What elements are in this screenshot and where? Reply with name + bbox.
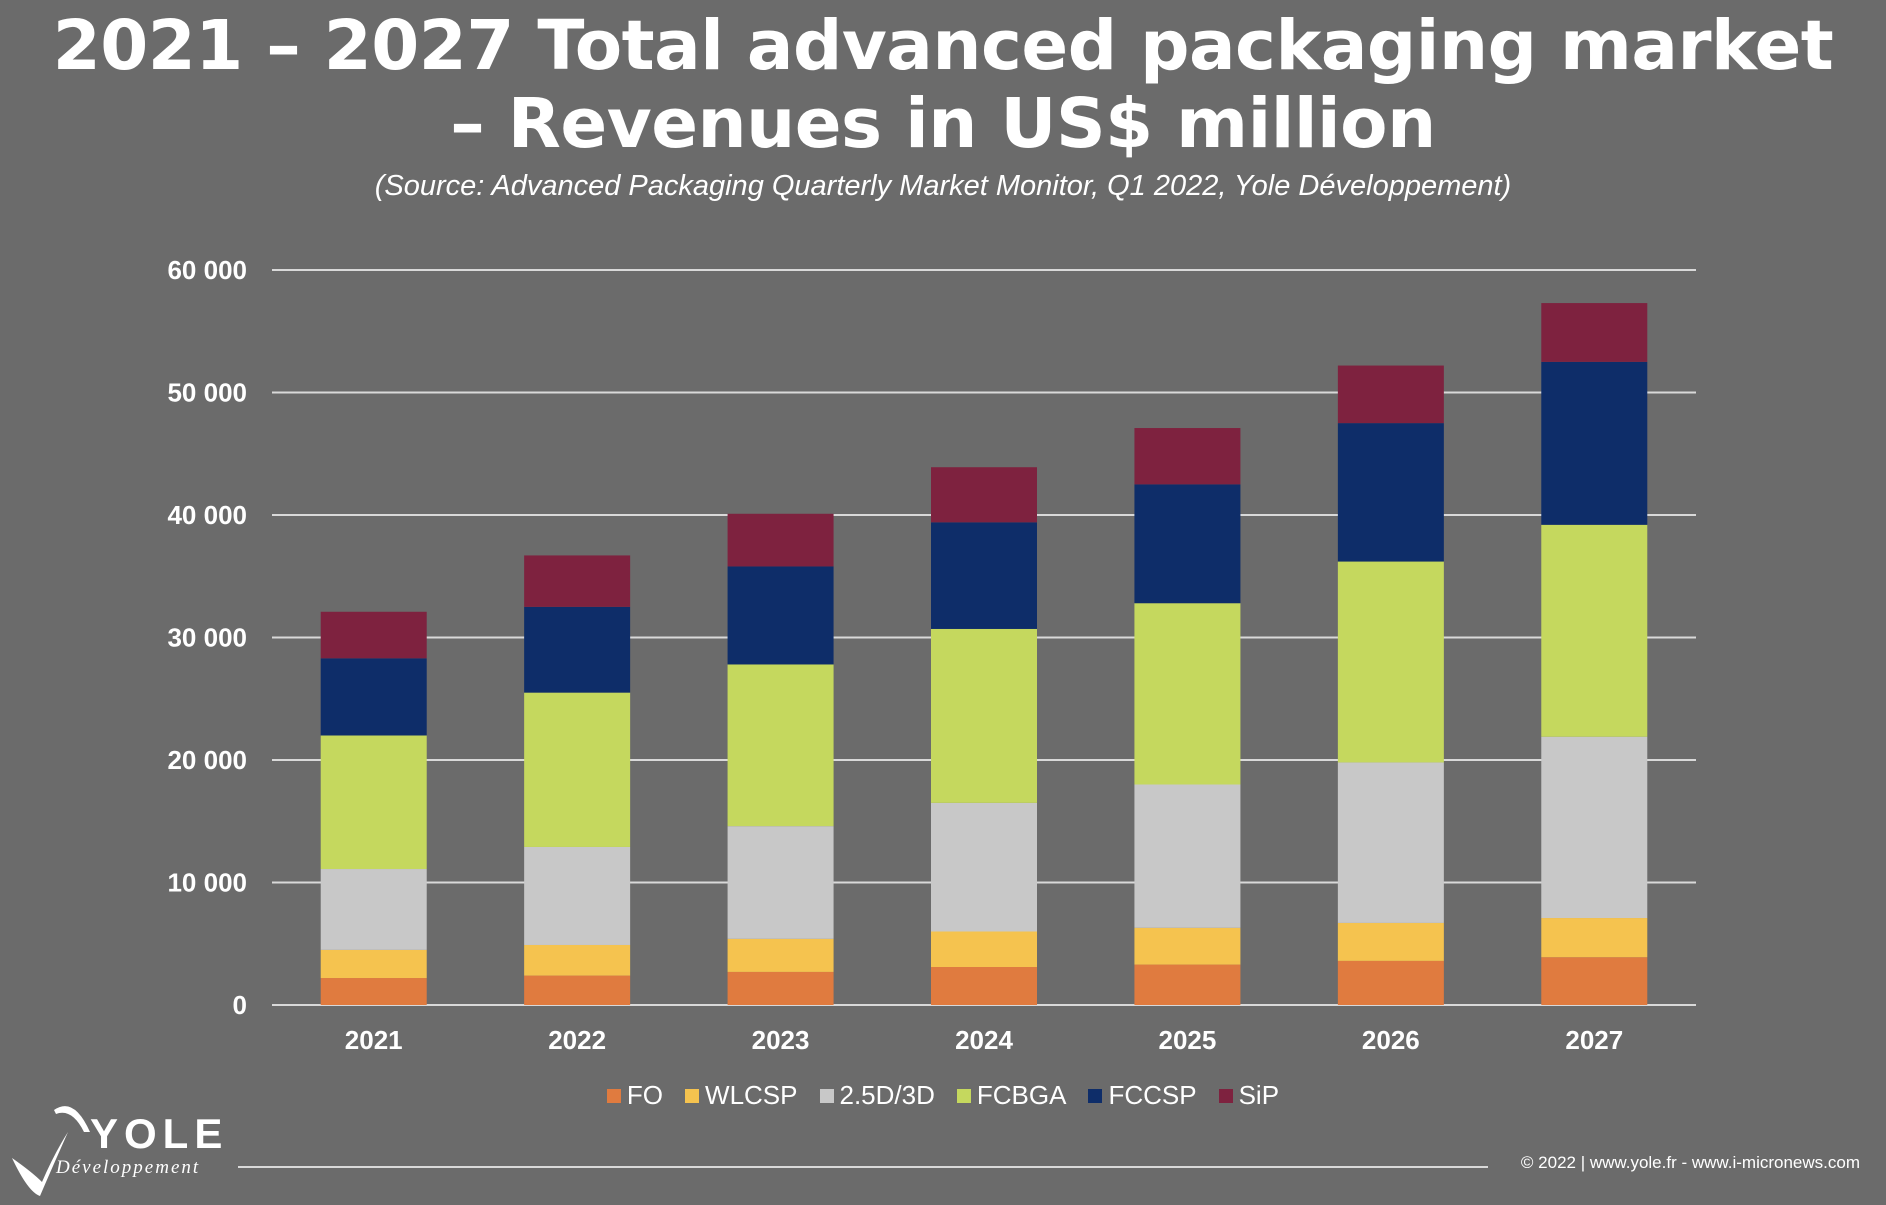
y-tick-label: 20 000: [167, 745, 247, 775]
chart-subtitle: (Source: Advanced Packaging Quarterly Ma…: [374, 170, 1512, 202]
bar-segment: [727, 513, 834, 567]
legend-label: SiP: [1238, 1080, 1280, 1110]
bar-segment: [1134, 927, 1241, 965]
bar-segment: [524, 846, 631, 945]
bar-segment: [727, 826, 834, 939]
chart-title-line-1: 2021 – 2027 Total advanced packaging mar…: [52, 6, 1834, 86]
y-axis-ticks: 0 10 000 20 000 30 000 40 000 50 000 60 000: [167, 255, 247, 1020]
x-tick-label: 2023: [752, 1025, 810, 1055]
bar-segment: [931, 522, 1037, 629]
bar-segment: [524, 692, 631, 847]
bar-segment: [1134, 964, 1241, 1005]
legend-item: FO: [606, 1080, 664, 1111]
bar-segment: [931, 931, 1037, 968]
bars: [320, 303, 1648, 1005]
legend-item: 2.5D/3D: [819, 1080, 935, 1111]
x-tick-label: 2026: [1362, 1025, 1420, 1055]
logo-wordmark: YOLE: [90, 1110, 229, 1157]
bar-segment: [727, 664, 834, 827]
x-tick-label: 2021: [345, 1025, 403, 1055]
footer-divider: [238, 1166, 1488, 1168]
bar-segment: [727, 566, 834, 665]
legend-item: SiP: [1218, 1080, 1280, 1111]
y-tick-label: 60 000: [167, 255, 247, 285]
legend-swatch: [819, 1088, 834, 1103]
bar-segment: [1337, 762, 1444, 923]
bar-segment: [1134, 428, 1241, 485]
bar-segment: [524, 944, 631, 976]
bar-segment: [931, 967, 1037, 1005]
bar-segment: [320, 869, 427, 950]
bar-segment: [1134, 603, 1241, 785]
legend-swatch: [606, 1088, 621, 1103]
bar-segment: [1541, 303, 1648, 362]
legend-label: WLCSP: [705, 1080, 798, 1110]
legend-label: 2.5D/3D: [839, 1080, 935, 1110]
bar-segment: [320, 949, 427, 979]
chart-legend: FO WLCSP 2.5D/3D FCBGA FCCSP SiP: [0, 1080, 1886, 1111]
legend-swatch: [685, 1088, 700, 1103]
bar-segment: [1541, 524, 1648, 737]
bar-segment: [1337, 561, 1444, 763]
bar-segment: [1337, 960, 1444, 1005]
bar-segment: [1541, 361, 1648, 525]
bar-segment: [1337, 423, 1444, 562]
bar-segment: [524, 555, 631, 607]
legend-swatch: [1088, 1088, 1103, 1103]
yole-logo-icon: [12, 1106, 90, 1196]
bar-segment: [320, 735, 427, 870]
bar-segment: [320, 978, 427, 1005]
bar-segment: [931, 628, 1037, 803]
x-tick-label: 2022: [548, 1025, 606, 1055]
bar-segment: [320, 611, 427, 659]
bar-segment: [1337, 365, 1444, 424]
bar-segment: [727, 971, 834, 1005]
y-tick-label: 40 000: [167, 500, 247, 530]
x-tick-label: 2027: [1565, 1025, 1623, 1055]
logo-subtitle: Développement: [56, 1157, 201, 1178]
bar-segment: [524, 975, 631, 1005]
bar-segment: [931, 467, 1037, 523]
bar-segment: [1134, 484, 1241, 604]
bar-segment: [931, 802, 1037, 932]
x-axis-ticks: 2021 2022 2023 2024 2025 2026 2027: [345, 1025, 1623, 1055]
legend-item: FCBGA: [956, 1080, 1067, 1111]
legend-label: FCBGA: [976, 1080, 1067, 1110]
y-tick-label: 10 000: [167, 868, 247, 898]
bar-segment: [1541, 736, 1648, 919]
legend-swatch: [1218, 1088, 1233, 1103]
bar-segment: [320, 658, 427, 736]
stacked-bar-chart: 0 10 000 20 000 30 000 40 000 50 000 60 000 20…: [167, 255, 1696, 1055]
bar-segment: [524, 606, 631, 693]
bar-segment: [727, 938, 834, 972]
x-tick-label: 2024: [955, 1025, 1013, 1055]
y-tick-label: 30 000: [167, 623, 247, 653]
legend-label: FO: [626, 1080, 664, 1110]
legend-label: FCCSP: [1108, 1080, 1197, 1110]
y-tick-label: 0: [233, 990, 247, 1020]
bar-segment: [1337, 922, 1444, 961]
legend-item: WLCSP: [685, 1080, 798, 1111]
bar-segment: [1541, 918, 1648, 958]
x-tick-label: 2025: [1159, 1025, 1217, 1055]
y-tick-label: 50 000: [167, 378, 247, 408]
legend-swatch: [956, 1088, 971, 1103]
bar-segment: [1134, 784, 1241, 928]
legend-item: FCCSP: [1088, 1080, 1197, 1111]
copyright-text: © 2022 | www.yole.fr - www.i-micronews.c…: [1520, 1153, 1860, 1172]
bar-segment: [1541, 957, 1648, 1005]
chart-title-line-2: – Revenues in US$ million: [450, 84, 1436, 164]
